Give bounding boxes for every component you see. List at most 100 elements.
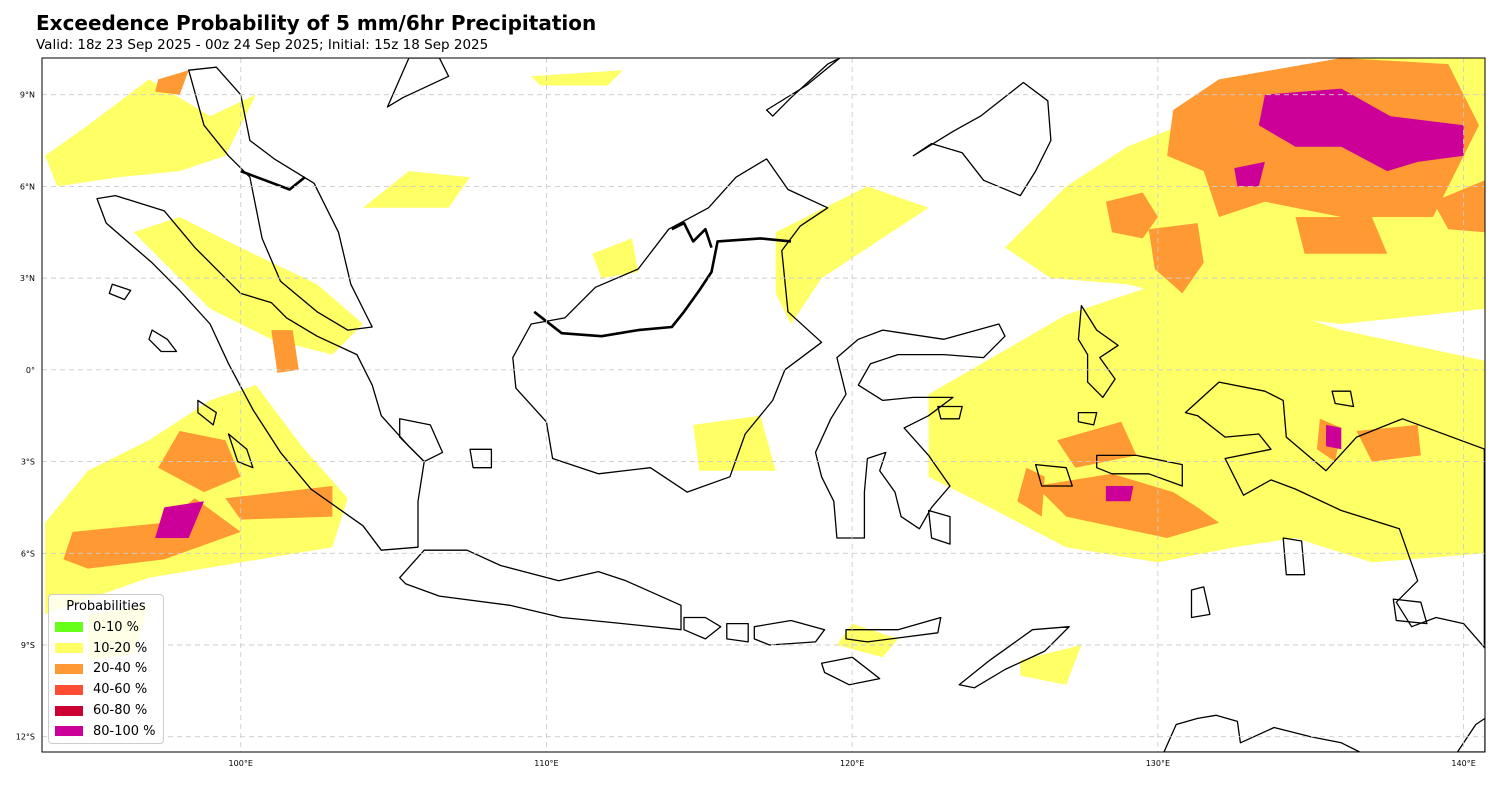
precip-area-80-100-30 <box>155 501 204 538</box>
precip-area-20-40-23 <box>1057 421 1137 468</box>
coastline-belitung <box>469 448 493 469</box>
precip-area-80-100-28 <box>1258 88 1464 172</box>
legend-label: 60-80 % <box>93 703 148 719</box>
precip-area-20-40-14 <box>271 330 299 373</box>
precip-area-10-20-12 <box>836 623 898 658</box>
tick-label-lat--6: 6°S <box>21 549 35 558</box>
coastline-borneo <box>512 158 829 493</box>
legend-swatch <box>55 726 83 737</box>
coastline-siberut <box>197 399 217 426</box>
precip-area-20-40-13 <box>155 70 189 95</box>
legend-swatch <box>55 622 83 633</box>
tick-label-lat-9: 9°N <box>20 91 35 100</box>
legend-items: 0-10 % 10-20 % 20-40 % 40-60 % 60-80 % 80-100… <box>49 617 163 742</box>
tick-label-lat-6: 6°N <box>20 182 35 191</box>
legend-label: 80-100 % <box>93 723 156 739</box>
precip-area-20-40-16 <box>225 486 333 520</box>
precip-area-20-40-21 <box>1295 217 1388 254</box>
tick-label-lat-0: 0° <box>26 366 35 375</box>
legend-label: 10-20 % <box>93 640 148 656</box>
coastline-flores <box>845 616 942 643</box>
coastline-bali <box>683 616 722 640</box>
legend-item: 80-100 % <box>49 721 163 742</box>
page-title: Exceedence Probability of 5 mm/6hr Preci… <box>36 11 597 35</box>
legend: Probabilities 0-10 % 10-20 % 20-40 % 40-60 … <box>48 594 164 744</box>
map-frame <box>41 57 1486 753</box>
legend-label: 20-40 % <box>93 661 148 677</box>
coastline-bangka <box>399 418 444 463</box>
coastline-kolepom <box>1392 598 1428 625</box>
precip-area-10-20-6 <box>592 238 639 279</box>
coastline-sumba <box>820 656 881 686</box>
coastline-timor <box>958 626 1070 689</box>
coastline-sulawesi <box>814 323 1006 539</box>
legend-item: 60-80 % <box>49 700 163 721</box>
precip-area-10-20-11 <box>1020 645 1082 685</box>
legend-item: 20-40 % <box>49 659 163 680</box>
legend-swatch <box>55 705 83 716</box>
tick-label-lon-140: 140°E <box>1451 759 1475 768</box>
border-malaysia-indonesia-borneo <box>533 237 792 338</box>
precip-area-20-40-20 <box>1148 223 1204 294</box>
coastline-lombok <box>726 622 749 643</box>
legend-swatch <box>55 684 83 695</box>
border-brunei <box>671 221 713 249</box>
tick-label-lon-130: 130°E <box>1146 759 1170 768</box>
coastline-java <box>399 549 682 631</box>
legend-item: 0-10 % <box>49 617 163 638</box>
coastline-mentawai <box>227 433 254 469</box>
border-layer <box>240 169 1485 649</box>
coastline-seram <box>1096 454 1183 487</box>
page-subtitle: Valid: 18z 23 Sep 2025 - 00z 24 Sep 2025… <box>36 37 489 53</box>
precip-area-10-20-8 <box>693 415 776 471</box>
coastline-australia <box>1163 714 1361 752</box>
legend-label: 0-10 % <box>93 619 139 635</box>
precip-area-20-40-24 <box>1017 467 1045 517</box>
legend-item: 40-60 % <box>49 679 163 700</box>
axis-tick-labels: 100°E 110°E 120°E 130°E 140°E 9°N 6°N 3°N 0° 3°S 6… <box>16 91 1476 768</box>
coastline-nias <box>148 329 178 353</box>
legend-title: Probabilities <box>66 599 146 614</box>
tick-label-lon-110: 110°E <box>534 759 558 768</box>
coastline-palawan <box>765 58 841 117</box>
legend-swatch <box>55 663 83 674</box>
tick-label-lat--3: 3°S <box>21 458 35 467</box>
coastline-biak <box>1331 390 1355 408</box>
coastline-peleng <box>937 405 963 420</box>
coastline-halmahera <box>1077 304 1119 399</box>
coastline-buru <box>1034 463 1073 487</box>
gridlines <box>42 58 1485 752</box>
tick-label-lat--9: 9°S <box>21 641 35 650</box>
border-malaysia-thailand <box>240 169 306 191</box>
coastline-australia-peninsula <box>1456 717 1485 752</box>
precip-area-10-20-7 <box>775 186 929 324</box>
precip-area-80-100-31 <box>1326 424 1342 450</box>
coastline-malay-peninsula <box>188 66 373 331</box>
tick-label-lat--12: 12°S <box>16 733 35 742</box>
coastline-simeulue <box>108 283 132 301</box>
tick-label-lon-120: 120°E <box>840 759 864 768</box>
precip-area-10-20-1 <box>133 217 363 355</box>
coastline-obi <box>1077 411 1098 426</box>
legend-item: 10-20 % <box>49 638 163 659</box>
coastline-sumbawa <box>753 619 826 646</box>
coastline-sumatra <box>96 194 425 551</box>
legend-label: 40-60 % <box>93 682 148 698</box>
precip-area-80-100-29 <box>1234 161 1265 187</box>
precip-area-20-40-22 <box>1433 180 1485 233</box>
coastline-buton <box>927 509 951 545</box>
legend-swatch <box>55 643 83 654</box>
coastline-layer <box>96 58 1485 752</box>
coastline-tanimbar <box>1190 586 1211 619</box>
coastline-mindanao <box>912 81 1052 197</box>
coastline-vietnam <box>386 58 450 108</box>
tick-label-lat-3: 3°N <box>20 274 35 283</box>
coastline-aru <box>1282 537 1306 576</box>
precip-area-10-20-5 <box>531 70 623 86</box>
precip-area-20-40-19 <box>1105 192 1158 239</box>
precip-area-20-40-26 <box>1356 424 1421 462</box>
coastline-new-guinea <box>1184 381 1485 649</box>
tick-label-lon-100: 100°E <box>229 759 253 768</box>
precip-area-20-40-25 <box>1035 473 1219 538</box>
